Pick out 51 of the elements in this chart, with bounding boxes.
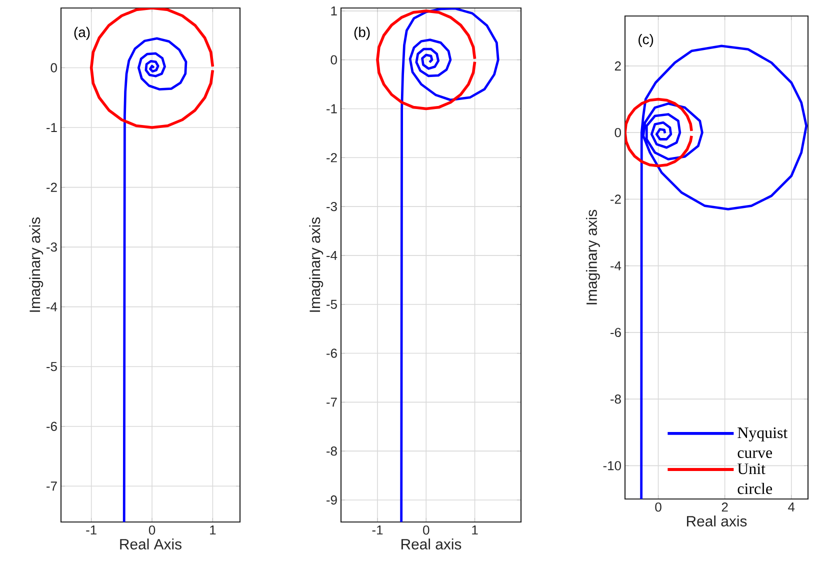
legend-label: Unit circle	[737, 463, 772, 494]
y-tick-label: 1	[331, 6, 337, 16]
x-axis-title: Real Axis	[120, 538, 182, 550]
line-series	[90, 8, 214, 129]
line-series	[122, 37, 188, 522]
x-tick-label: 0	[148, 526, 156, 535]
y-tick-label: -2	[610, 194, 621, 204]
x-tick-label: -1	[86, 526, 96, 534]
y-tick-label: 0	[614, 128, 621, 138]
line-series	[400, 8, 500, 522]
y-tick-label: -3	[46, 242, 57, 252]
annotation: (b)	[354, 26, 370, 40]
y-tick-label: -4	[326, 251, 338, 260]
y-tick-label: -6	[610, 328, 621, 338]
annotation: (c)	[638, 34, 654, 47]
y-tick-label: -1	[46, 123, 57, 132]
x-tick-label: 1	[472, 526, 478, 534]
y-axis-title: Imaginary axis	[586, 210, 600, 304]
y-axis-title: Imaginary axis	[29, 217, 44, 312]
y-tick-label: 0	[50, 63, 57, 72]
x-tick-label: 0	[423, 526, 430, 535]
y-tick-label: -5	[326, 300, 337, 309]
x-tick-label: 2	[722, 502, 728, 512]
y-tick-label: -7	[46, 482, 57, 491]
y-tick-label: -7	[326, 398, 337, 407]
y-tick-label: -3	[326, 202, 337, 212]
x-tick-label: 0	[655, 502, 662, 512]
y-tick-label: -8	[326, 446, 337, 456]
y-tick-label: -5	[46, 362, 57, 372]
line-series	[376, 10, 476, 110]
x-tick-label: 4	[788, 502, 795, 512]
y-tick-label: -1	[326, 104, 337, 114]
y-tick-label: -2	[46, 182, 57, 192]
y-tick-label: -8	[610, 394, 621, 404]
annotation: (a)	[74, 26, 90, 40]
y-tick-label: -4	[46, 302, 58, 312]
x-tick-label: -1	[372, 526, 383, 534]
y-tick-label: 0	[330, 55, 337, 64]
y-tick-label: -9	[326, 495, 337, 505]
line-series	[625, 98, 693, 168]
y-tick-label: -10	[603, 461, 621, 470]
y-axis-title: Imaginary axis	[309, 217, 324, 312]
y-tick-label: 2	[614, 61, 621, 70]
y-tick-label: -2	[326, 153, 337, 162]
y-tick-label: -4	[610, 261, 622, 270]
x-axis-title: Real axis	[686, 516, 747, 526]
x-tick-label: 1	[210, 526, 216, 534]
legend-label: Nyquist curve	[738, 427, 788, 458]
y-tick-label: -6	[46, 422, 57, 431]
y-tick-label: -6	[326, 348, 337, 358]
x-axis-title: Real axis	[401, 538, 462, 550]
